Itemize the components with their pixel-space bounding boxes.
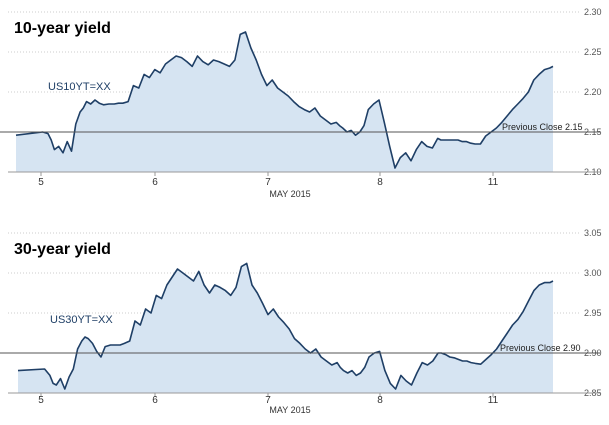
yield-line [17,262,554,390]
x-axis-label: MAY 2015 [269,405,310,415]
chart-title: 10-year yield [14,20,111,37]
yield-line [15,31,554,169]
x-axis-label: MAY 2015 [269,189,310,199]
x-tick-label: 11 [488,395,499,406]
x-tick-label: 7 [265,395,271,406]
previous-close-label: Previous Close 2.15 [502,122,583,132]
x-tick-label: 6 [152,177,158,188]
x-tick-label: 5 [38,395,44,406]
ticker-label: US30YT=XX [50,314,113,326]
y-tick-label: 2.30 [584,7,602,17]
yield-area [16,32,553,172]
yield-area [18,263,553,393]
ticker-label: US10YT=XX [48,81,111,93]
y-tick-label: 3.05 [584,228,602,238]
chart-title: 30-year yield [14,241,111,258]
y-tick-label: 2.95 [584,308,602,318]
previous-close-label: Previous Close 2.90 [500,343,581,353]
thirty-year-yield-chart: 3.05 3.00 2.95 2.90 2.85 Previous Close 2.90 5… [0,222,609,420]
x-tick-label: 5 [38,177,44,188]
ten-year-yield-chart: 2.30 2.25 2.20 2.15 2.10 Previous Close 2.15 5… [0,0,609,210]
y-tick-label: 3.00 [584,268,602,278]
x-tick-label: 7 [265,177,271,188]
x-tick-label: 6 [152,395,158,406]
y-tick-label: 2.25 [584,47,602,57]
x-tick-label: 8 [377,177,383,188]
x-tick-label: 8 [377,395,383,406]
x-tick-label: 11 [488,177,499,188]
y-tick-label: 2.20 [584,87,602,97]
